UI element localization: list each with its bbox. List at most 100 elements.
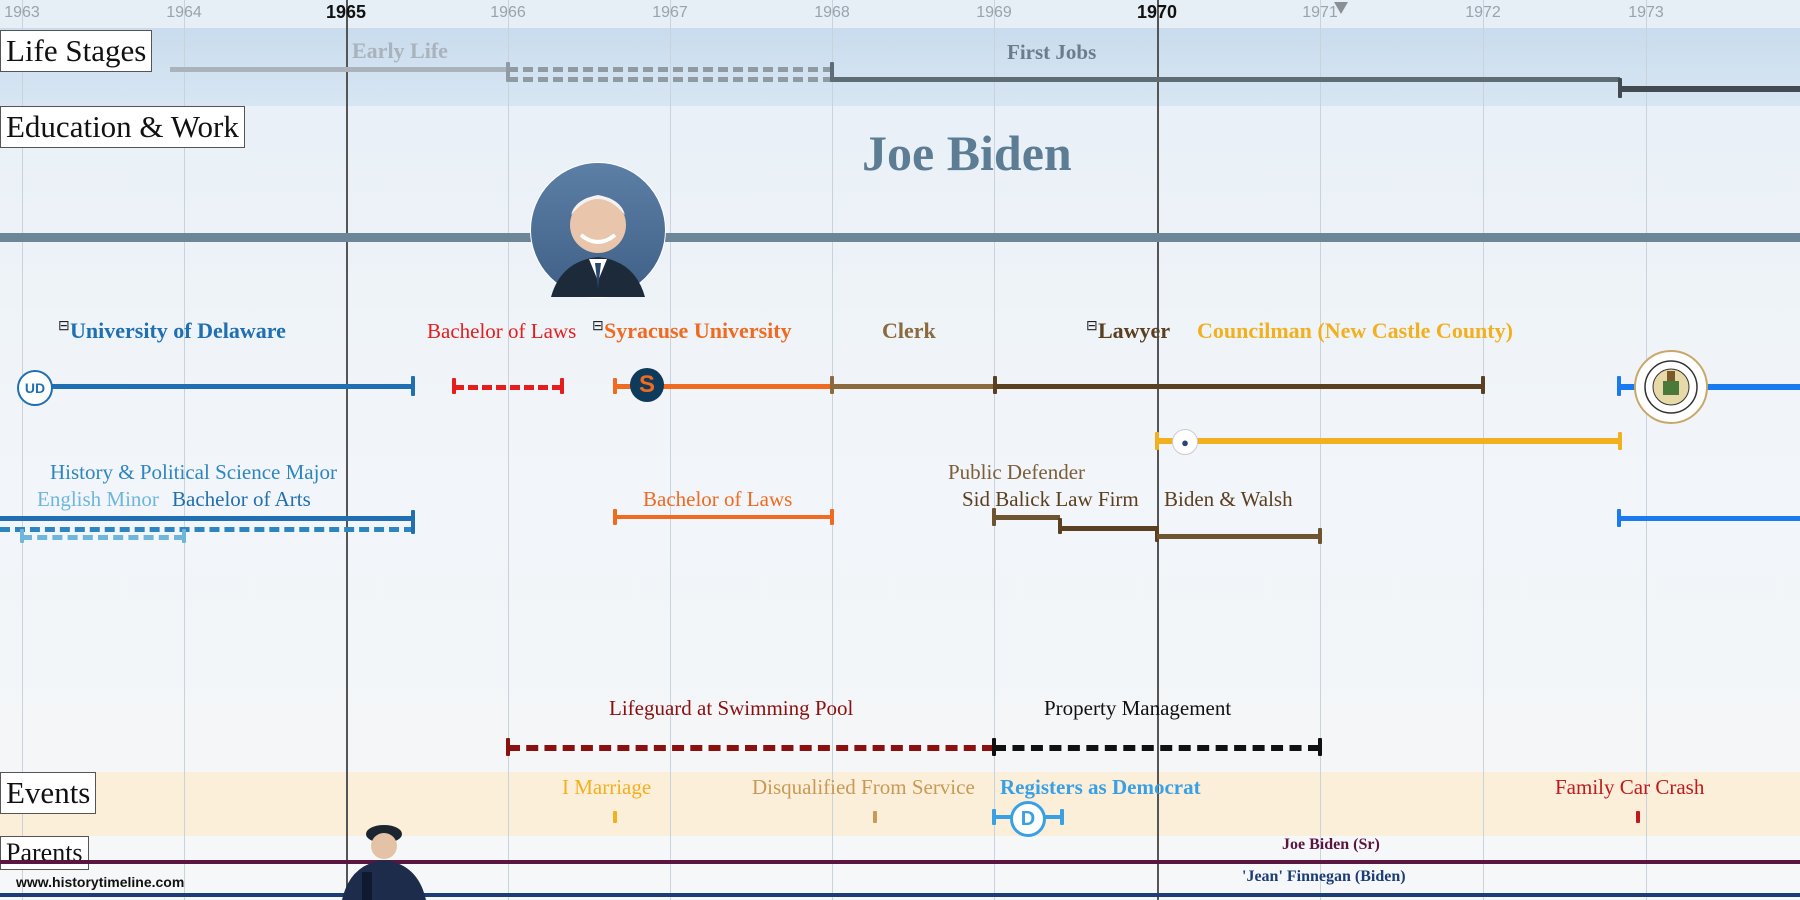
gridline (1320, 0, 1321, 900)
family-car-crash-label[interactable]: Family Car Crash (1555, 775, 1705, 799)
events-band (0, 772, 1800, 836)
property-management-label[interactable]: Property Management (1044, 696, 1232, 720)
collapse-toggle-icon[interactable]: ⊟ (1086, 319, 1098, 334)
bar-cap (1618, 432, 1622, 450)
syracuse-logo-icon[interactable]: S (630, 368, 664, 402)
bar-cap (830, 509, 834, 525)
senate-bar[interactable] (1619, 384, 1800, 390)
bar-cap (830, 376, 834, 394)
mother-lifeline[interactable] (0, 893, 1800, 897)
first-jobs-label[interactable]: First Jobs (1007, 40, 1097, 64)
councilman-bar[interactable] (1157, 438, 1620, 444)
first-jobs-bar[interactable] (832, 77, 1620, 82)
bar-cap (992, 809, 996, 825)
marriage-event-marker[interactable] (613, 811, 617, 823)
collapse-toggle-icon[interactable]: ⊟ (58, 319, 70, 334)
bachelor-of-laws-dashed-bar[interactable] (454, 385, 562, 390)
syracuse-university-label[interactable]: Syracuse University (604, 318, 792, 343)
public-defender-label[interactable]: Public Defender (948, 460, 1086, 484)
year-tick: 1968 (814, 4, 850, 21)
registers-democrat-label[interactable]: Registers as Democrat (1000, 775, 1201, 799)
bar-cap (182, 529, 186, 543)
disqualified-event-label[interactable]: Disqualified From Service (752, 775, 975, 799)
year-tick: 1963 (4, 4, 40, 21)
new-castle-county-seal-icon[interactable]: ● (1172, 429, 1198, 455)
early-life-dashed[interactable] (508, 67, 833, 72)
family-car-crash-marker[interactable] (1636, 811, 1640, 823)
bar-cap (830, 62, 834, 82)
biden-walsh-bar[interactable] (1157, 534, 1320, 539)
year-tick: 1971 (1302, 4, 1338, 21)
delaware-state-seal-icon[interactable] (1634, 350, 1708, 424)
person-lifeline[interactable] (0, 233, 1800, 242)
bar-cap (613, 378, 617, 394)
page-title: Joe Biden (862, 125, 1072, 181)
father-label[interactable]: Joe Biden (Sr) (1282, 836, 1380, 853)
history-political-science-label[interactable]: History & Political Science Major (50, 460, 337, 484)
sid-balick-bar[interactable] (1060, 526, 1157, 531)
bar-cap (1318, 738, 1322, 756)
councilman-label[interactable]: Councilman (New Castle County) (1197, 318, 1513, 343)
collapse-toggle-icon[interactable]: ⊟ (592, 319, 604, 334)
lifeguard-label[interactable]: Lifeguard at Swimming Pool (609, 696, 854, 720)
gridline (184, 0, 185, 900)
democrat-logo-icon[interactable]: D (1010, 801, 1046, 837)
bar-cap (411, 510, 415, 534)
clerk-bar[interactable] (832, 384, 995, 389)
mother-label[interactable]: 'Jean' Finnegan (Biden) (1242, 868, 1406, 885)
university-of-delaware-label[interactable]: University of Delaware (70, 318, 286, 343)
bar-cap (506, 738, 510, 756)
year-tick: 1972 (1465, 4, 1501, 21)
year-tick: 1965 (325, 2, 367, 22)
father-lifeline[interactable] (0, 860, 1800, 864)
marriage-event-label[interactable]: I Marriage (562, 775, 652, 799)
section-label-life-stages: Life Stages (0, 30, 153, 72)
english-minor-label[interactable]: English Minor (37, 487, 159, 511)
syracuse-bachelor-of-laws-bar[interactable] (615, 515, 833, 519)
bar-cap (1318, 528, 1322, 544)
year-tick: 1966 (490, 4, 526, 21)
senate-secondary-bar[interactable] (1619, 516, 1800, 521)
bachelor-of-laws-label[interactable]: Bachelor of Laws (643, 487, 793, 511)
public-defender-bar[interactable] (994, 515, 1060, 520)
gridline-major (346, 0, 348, 900)
biden-walsh-label[interactable]: Biden & Walsh (1164, 487, 1293, 511)
clerk-label[interactable]: Clerk (882, 318, 936, 343)
lifeguard-dashed-bar[interactable] (508, 745, 994, 751)
bar-cap (20, 529, 24, 543)
parents-band (0, 836, 1800, 900)
gridline (994, 0, 995, 900)
bachelor-of-arts-bar[interactable] (0, 516, 414, 521)
gridline (1483, 0, 1484, 900)
year-tick: 1967 (652, 4, 688, 21)
sid-balick-law-firm-label[interactable]: Sid Balick Law Firm (962, 487, 1139, 511)
disqualified-event-marker[interactable] (873, 811, 877, 823)
bachelor-of-laws-top-label[interactable]: Bachelor of Laws (427, 319, 577, 343)
university-of-delaware-logo-icon[interactable]: UD (17, 370, 53, 406)
early-life-dashed-2[interactable] (508, 77, 833, 82)
bar-cap (506, 62, 510, 82)
lawyer-bar[interactable] (995, 384, 1483, 389)
gridline (670, 0, 671, 900)
early-life-label[interactable]: Early Life (352, 38, 448, 63)
history-major-dashed-bar[interactable] (0, 527, 414, 532)
lawyer-label[interactable]: Lawyer (1098, 318, 1171, 343)
bar-cap (1481, 376, 1485, 394)
footer-site-link[interactable]: www.historytimeline.com (16, 874, 185, 890)
syracuse-university-bar[interactable] (615, 384, 833, 389)
section-label-events: Events (0, 772, 97, 814)
year-tick: 1973 (1628, 4, 1664, 21)
gridline (22, 0, 23, 900)
bachelor-of-arts-label[interactable]: Bachelor of Arts (172, 487, 311, 511)
time-cursor-marker[interactable] (1334, 2, 1348, 14)
gridline (1646, 0, 1647, 900)
portrait-avatar[interactable] (530, 162, 666, 298)
university-of-delaware-bar[interactable] (22, 384, 414, 389)
early-life-bar[interactable] (170, 67, 510, 72)
property-management-dashed-bar[interactable] (994, 745, 1320, 751)
next-stage-bar[interactable] (1620, 86, 1800, 92)
english-minor-dashed-bar[interactable] (22, 535, 184, 540)
section-label-parents: Parents (0, 836, 89, 870)
walking-figure-image (322, 812, 432, 900)
